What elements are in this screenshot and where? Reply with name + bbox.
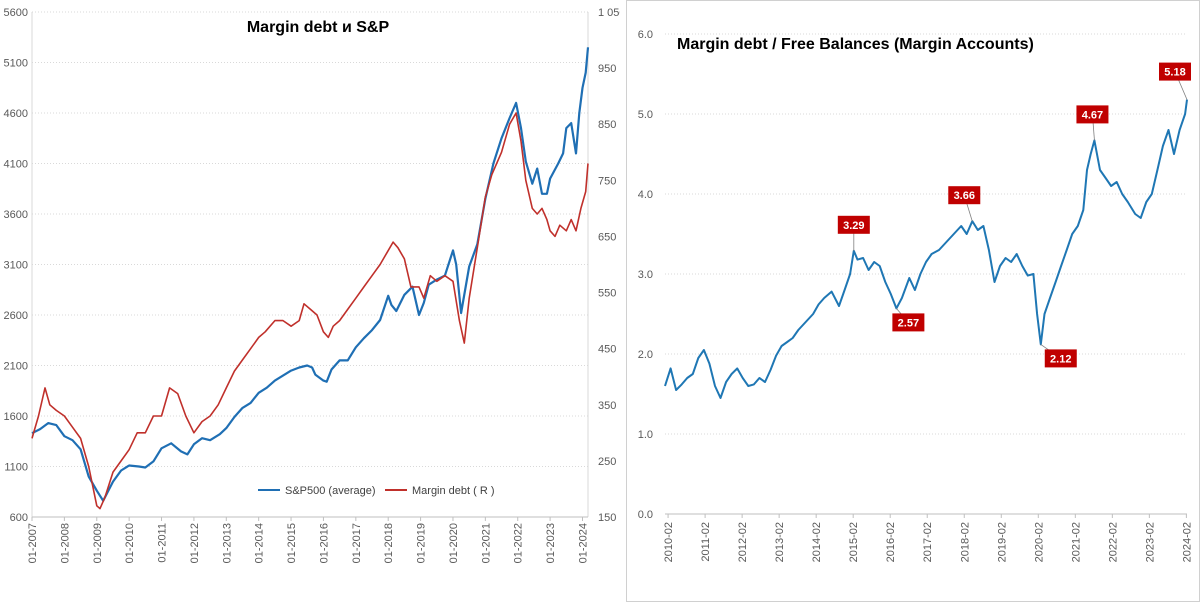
y-tick-label: 4.0	[638, 189, 653, 201]
left-chart: 600 1100 1600 2100 2600 3100 3600 4100 4600 5100 5…	[4, 7, 620, 563]
annotation-box	[1159, 62, 1191, 81]
x-tick-label: 2020-02	[1033, 522, 1045, 562]
annotation-box	[1044, 349, 1077, 368]
annotation-label: 4.67	[1082, 109, 1103, 121]
y-left-tick-label: 1100	[4, 462, 28, 474]
x-tick-label: 2011-02	[700, 522, 712, 562]
x-tick-label: 01-2024	[577, 523, 589, 563]
legend-label: Margin debt ( R )	[412, 485, 495, 497]
legend-label: S&P500 (average)	[285, 485, 376, 497]
x-tick-label: 01-2013	[221, 523, 233, 563]
y-tick-label: 2.0	[638, 349, 653, 361]
margin-debt-series-line	[31, 112, 589, 510]
y-left-tick-label: 5600	[4, 7, 28, 19]
x-tick-label: 01-2014	[254, 523, 266, 563]
x-tick-label: 2016-02	[885, 522, 897, 562]
y-right-tick-label: 650	[598, 231, 616, 243]
annotation-callout: 2.57	[892, 308, 925, 332]
legend: S&P500 (average) Margin debt ( R )	[258, 485, 495, 497]
x-tick-label: 2022-02	[1107, 522, 1119, 562]
y-right-tick-label: 150	[598, 512, 616, 524]
y-left-tick-label: 4100	[4, 159, 28, 171]
annotation-box	[892, 313, 925, 332]
y-left-tick-label: 5100	[4, 58, 28, 70]
y-left-tick-label: 3600	[4, 209, 28, 221]
x-tick-label: 2017-02	[922, 522, 934, 562]
y-right-tick-label: 750	[598, 175, 616, 187]
x-tick-label: 01-2007	[27, 523, 39, 563]
ratio-series-line	[664, 99, 1188, 399]
right-chart: 0.0 1.0 2.0 3.0 4.0 5.0 6.0 2010-02 2011-02 2012-…	[638, 29, 1194, 562]
y-left-tick-label: 4600	[4, 108, 28, 120]
x-tick-label: 01-2016	[318, 523, 330, 563]
y-left-tick-label: 600	[10, 512, 28, 524]
y-left-tick-label: 2600	[4, 310, 28, 322]
x-tick-label: 2014-02	[811, 522, 823, 562]
y-left-tick-label: 2100	[4, 361, 28, 373]
x-tick-label: 01-2018	[383, 523, 395, 563]
y-tick-label: 6.0	[638, 29, 653, 41]
y-right-tick-label: 950	[598, 63, 616, 75]
annotation-callout: 3.29	[837, 215, 870, 251]
annotation-label: 5.18	[1164, 67, 1185, 79]
chart-title: Margin debt / Free Balances (Margin Acco…	[677, 36, 1034, 53]
y-right-tick-label: 1 050	[598, 7, 620, 19]
x-tick-label: 01-2009	[92, 523, 104, 563]
x-tick-label: 01-2022	[513, 523, 525, 563]
x-tick-label: 2019-02	[996, 522, 1008, 562]
y-right-tick-label: 850	[598, 119, 616, 131]
annotation-box	[1076, 105, 1109, 124]
annotation-label: 2.57	[898, 317, 919, 329]
x-tick-label: 2023-02	[1144, 522, 1156, 562]
y-right-tick-label: 250	[598, 456, 616, 468]
x-tick-label: 2024-02	[1181, 522, 1193, 562]
x-tick-label: 01-2017	[351, 523, 363, 563]
x-tick-label: 2012-02	[737, 522, 749, 562]
annotation-label: 3.66	[954, 190, 975, 202]
annotation-label: 3.29	[843, 220, 864, 232]
x-tick-label: 2015-02	[848, 522, 860, 562]
x-tick-label: 01-2023	[545, 523, 557, 563]
right-chart-panel: 0.0 1.0 2.0 3.0 4.0 5.0 6.0 2010-02 2011-02 2012-…	[626, 0, 1200, 602]
x-tick-label: 2018-02	[959, 522, 971, 562]
x-tick-label: 01-2010	[124, 523, 136, 563]
y-right-tick-label: 550	[598, 288, 616, 300]
annotation-box	[948, 186, 981, 205]
x-tick-label: 01-2012	[189, 523, 201, 563]
y-left-tick-label: 1600	[4, 411, 28, 423]
annotation-label: 2.12	[1050, 353, 1071, 365]
x-tick-label: 01-2008	[59, 523, 71, 563]
y-left-tick-label: 3100	[4, 260, 28, 272]
annotation-callout: 2.12	[1040, 344, 1077, 368]
x-tick-label: 01-2019	[416, 523, 428, 563]
left-chart-panel: 600 1100 1600 2100 2600 3100 3600 4100 4600 5100 5…	[3, 7, 620, 564]
x-tick-label: 01-2011	[157, 523, 169, 563]
annotation-callout: 4.67	[1076, 105, 1109, 141]
y-tick-label: 1.0	[638, 429, 653, 441]
y-right-tick-label: 450	[598, 344, 616, 356]
annotation-callout: 5.18	[1159, 62, 1191, 100]
y-right-tick-label: 350	[598, 400, 616, 412]
x-tick-label: 2010-02	[663, 522, 675, 562]
y-tick-label: 5.0	[638, 109, 653, 121]
chart-title: Margin debt и S&P	[247, 19, 390, 36]
x-tick-label: 2013-02	[774, 522, 786, 562]
y-tick-label: 3.0	[638, 269, 653, 281]
x-tick-label: 01-2021	[480, 523, 492, 563]
annotation-callout: 3.66	[948, 186, 981, 222]
annotation-box	[837, 215, 870, 234]
sp500-series-line	[31, 47, 590, 502]
x-tick-label: 2021-02	[1070, 522, 1082, 562]
y-tick-label: 0.0	[638, 509, 653, 521]
x-tick-label: 01-2020	[448, 523, 460, 563]
x-tick-label: 01-2015	[286, 523, 298, 563]
